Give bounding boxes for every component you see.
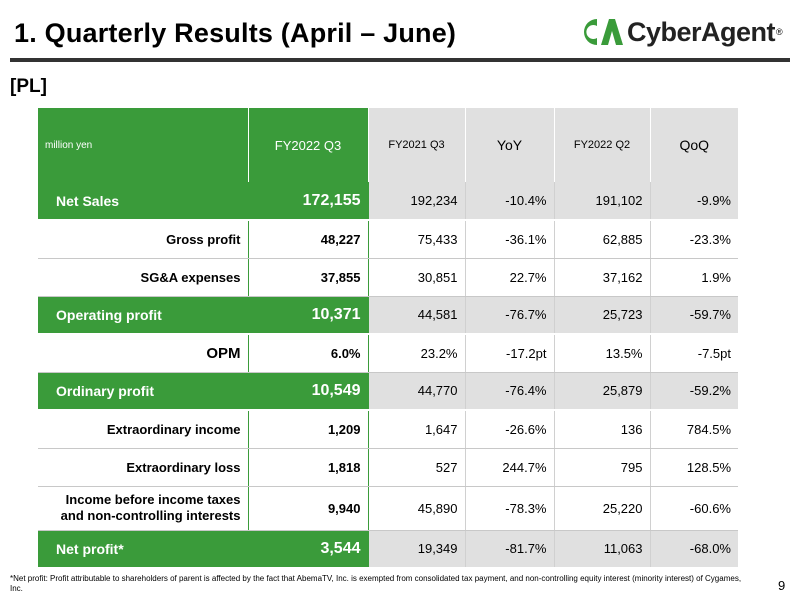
logo-text: CyberAgent	[627, 16, 776, 47]
cell-fy2022-q3: 10,371	[247, 296, 369, 335]
cell-fy2021-q3: 44,581	[368, 296, 465, 335]
table-row-operating-profit: Operating profit 10,371 44,581 -76.7% 25…	[38, 296, 738, 335]
table-row-ordinary-profit: Ordinary profit 10,549 44,770 -76.4% 25,…	[38, 372, 738, 411]
row-label: Operating profit	[38, 296, 248, 335]
cyberagent-logo-icon	[575, 13, 623, 51]
cell-fy2022-q3: 10,549	[247, 372, 369, 411]
table-row-extraordinary-income: Extraordinary income 1,209 1,647 -26.6% …	[38, 410, 738, 449]
cell-fy2022-q2: 11,063	[553, 530, 650, 569]
cell-fy2022-q2: 191,102	[553, 182, 650, 221]
cell-yoy: -78.3%	[464, 486, 554, 531]
cell-fy2022-q2: 13.5%	[553, 334, 650, 373]
row-label: Net Sales	[38, 182, 248, 221]
row-label: SG&A expenses	[38, 258, 248, 297]
table-row-net-profit: Net profit* 3,544 19,349 -81.7% 11,063 -…	[38, 530, 738, 569]
table-row-income-before-taxes: Income before income taxes and non-contro…	[38, 486, 738, 531]
table-header-row: million yen FY2022 Q3 FY2021 Q3 YoY FY20…	[38, 108, 738, 182]
cell-yoy: 22.7%	[464, 258, 554, 297]
cell-yoy: -81.7%	[464, 530, 554, 569]
cell-fy2021-q3: 44,770	[368, 372, 465, 411]
row-label: OPM	[38, 334, 248, 373]
table-row-net-sales: Net Sales 172,155 192,234 -10.4% 191,102…	[38, 182, 738, 221]
table-row-opm: OPM 6.0% 23.2% -17.2pt 13.5% -7.5pt	[38, 334, 738, 373]
table-row-sga-expenses: SG&A expenses 37,855 30,851 22.7% 37,162…	[38, 258, 738, 297]
cell-fy2022-q2: 795	[553, 448, 650, 487]
cell-fy2022-q3: 3,544	[247, 530, 369, 569]
cell-fy2022-q3: 37,855	[247, 258, 369, 297]
footnote: *Net profit: Profit attributable to shar…	[10, 574, 742, 593]
table-row-extraordinary-loss: Extraordinary loss 1,818 527 244.7% 795 …	[38, 448, 738, 487]
cell-fy2022-q3: 1,818	[247, 448, 369, 487]
row-label: Extraordinary loss	[38, 448, 248, 487]
cell-fy2021-q3: 192,234	[368, 182, 465, 221]
cell-yoy: -76.4%	[464, 372, 554, 411]
cell-qoq: -9.9%	[649, 182, 738, 221]
cell-qoq: -23.3%	[649, 220, 738, 259]
header-yoy: YoY	[464, 108, 554, 182]
title-divider	[10, 58, 790, 62]
cell-yoy: -17.2pt	[464, 334, 554, 373]
cell-fy2021-q3: 23.2%	[368, 334, 465, 373]
cell-fy2022-q3: 48,227	[247, 220, 369, 259]
cell-fy2021-q3: 19,349	[368, 530, 465, 569]
cell-fy2022-q3: 6.0%	[247, 334, 369, 373]
cell-qoq: -68.0%	[649, 530, 738, 569]
cell-yoy: -26.6%	[464, 410, 554, 449]
cell-qoq: 784.5%	[649, 410, 738, 449]
header-fy2021-q3: FY2021 Q3	[367, 108, 465, 182]
unit-label: million yen	[38, 108, 248, 182]
cell-qoq: 1.9%	[649, 258, 738, 297]
cell-fy2022-q3: 1,209	[247, 410, 369, 449]
cell-qoq: -7.5pt	[649, 334, 738, 373]
cell-fy2022-q2: 25,220	[553, 486, 650, 531]
cell-qoq: -59.7%	[649, 296, 738, 335]
cell-fy2022-q2: 62,885	[553, 220, 650, 259]
header-fy2022-q2: FY2022 Q2	[553, 108, 650, 182]
row-label: Gross profit	[38, 220, 248, 259]
cell-qoq: -59.2%	[649, 372, 738, 411]
cell-fy2021-q3: 1,647	[368, 410, 465, 449]
table-row-gross-profit: Gross profit 48,227 75,433 -36.1% 62,885…	[38, 220, 738, 259]
cell-fy2022-q3: 172,155	[247, 182, 369, 221]
cell-fy2022-q3: 9,940	[247, 486, 369, 531]
pl-table: million yen FY2022 Q3 FY2021 Q3 YoY FY20…	[38, 108, 738, 569]
header-qoq: QoQ	[649, 108, 738, 182]
header-fy2022-q3: FY2022 Q3	[247, 108, 369, 182]
cell-fy2021-q3: 75,433	[368, 220, 465, 259]
cell-fy2022-q2: 136	[553, 410, 650, 449]
cell-yoy: 244.7%	[464, 448, 554, 487]
cell-fy2022-q2: 37,162	[553, 258, 650, 297]
cell-yoy: -10.4%	[464, 182, 554, 221]
row-label-line-2: and non-controlling interests	[60, 508, 241, 523]
row-label: Net profit*	[38, 530, 248, 569]
row-label: Income before income taxes and non-contro…	[38, 486, 248, 531]
row-label: Extraordinary income	[38, 410, 248, 449]
cell-qoq: -60.6%	[649, 486, 738, 531]
cell-fy2021-q3: 30,851	[368, 258, 465, 297]
page-title: 1. Quarterly Results (April – June)	[14, 18, 457, 48]
row-label-line-1: Income before income taxes	[65, 492, 241, 507]
cell-fy2022-q2: 25,723	[553, 296, 650, 335]
cell-qoq: 128.5%	[649, 448, 738, 487]
row-label: Ordinary profit	[38, 372, 248, 411]
cell-fy2021-q3: 527	[368, 448, 465, 487]
cell-yoy: -76.7%	[464, 296, 554, 335]
logo-trademark: ®	[776, 27, 783, 37]
company-logo: CyberAgent ®	[575, 11, 783, 53]
cell-fy2021-q3: 45,890	[368, 486, 465, 531]
page-number: 9	[778, 578, 786, 593]
section-label: [PL]	[10, 76, 47, 97]
cell-fy2022-q2: 25,879	[553, 372, 650, 411]
cell-yoy: -36.1%	[464, 220, 554, 259]
